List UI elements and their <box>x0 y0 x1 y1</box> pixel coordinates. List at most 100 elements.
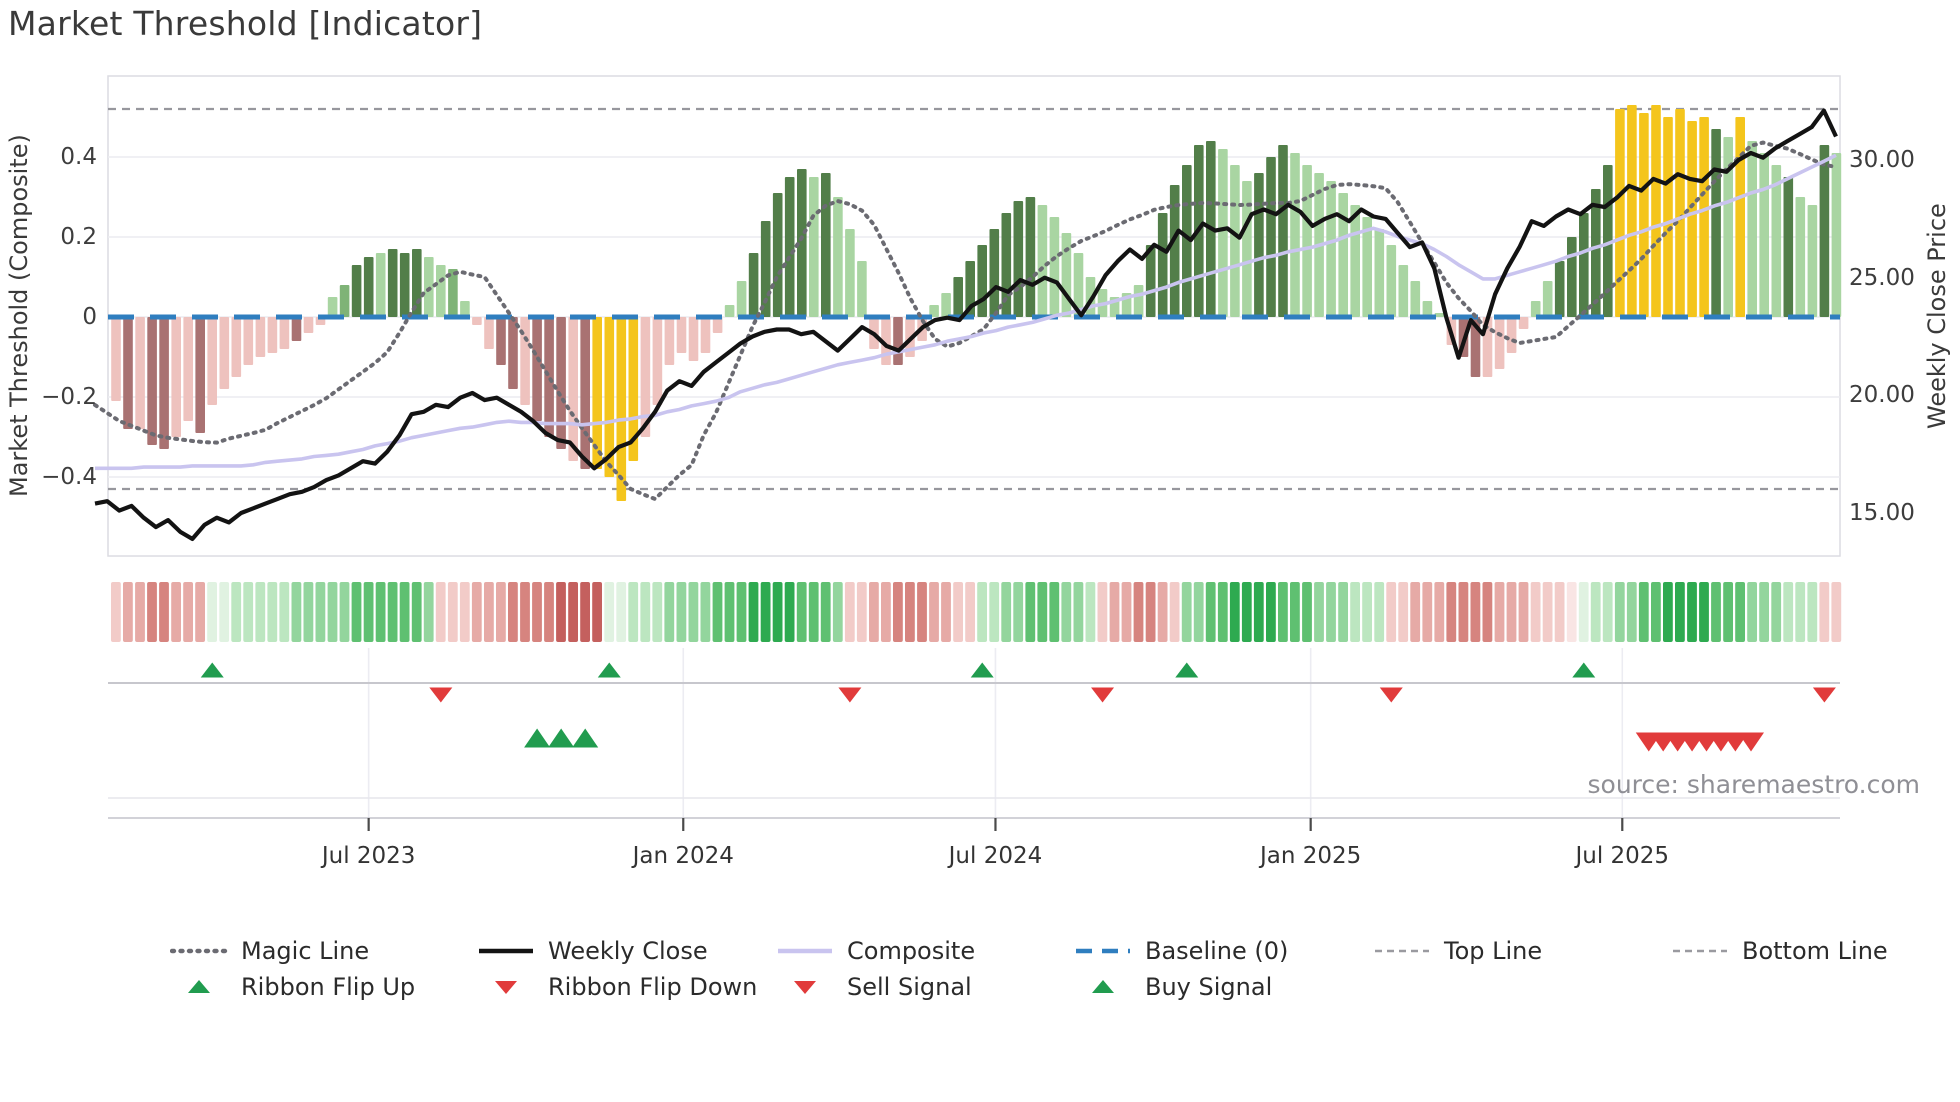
ribbon-cell <box>1217 582 1228 642</box>
histogram-bar <box>1506 317 1517 353</box>
histogram-bar <box>712 317 723 333</box>
ribbon-cell <box>796 582 807 642</box>
ribbon-cell <box>1554 582 1565 642</box>
histogram-bar <box>1795 197 1806 317</box>
ribbon-cell <box>748 582 759 642</box>
histogram-bar <box>1266 157 1276 317</box>
histogram-bar <box>1470 317 1481 377</box>
ribbon-cell <box>1518 582 1529 642</box>
ribbon-cell <box>1290 582 1300 642</box>
ribbon-cell <box>1614 582 1625 642</box>
ribbon-flip-up-marker <box>200 662 224 678</box>
histogram-bar <box>941 293 951 317</box>
ribbon-cell <box>363 582 374 642</box>
histogram-bar <box>1025 197 1036 317</box>
histogram-bar <box>1037 205 1048 317</box>
histogram-bar <box>171 317 181 437</box>
ribbon-cell <box>1037 582 1048 642</box>
ribbon-cell <box>652 582 663 642</box>
ribbon-cell <box>1675 582 1685 642</box>
ribbon-cell <box>183 582 193 642</box>
ribbon-cell <box>1711 582 1721 642</box>
weekly-close-line <box>94 108 1838 541</box>
buy-signal-marker <box>572 728 599 748</box>
histogram-bar <box>1747 141 1757 317</box>
histogram-bar <box>219 317 230 389</box>
ribbon-flip-up-marker <box>970 662 994 678</box>
histogram-bar <box>1494 317 1505 369</box>
composite-line <box>95 153 1837 471</box>
histogram-bar <box>1410 281 1421 317</box>
ribbon-cell <box>664 582 675 642</box>
ribbon-cell <box>279 582 290 642</box>
histogram-bar <box>784 177 795 317</box>
ribbon-cell <box>1181 582 1192 642</box>
ribbon-cell <box>1470 582 1481 642</box>
histogram-bar <box>772 193 783 317</box>
histogram-bar <box>1278 145 1288 317</box>
histogram-bar <box>833 197 843 317</box>
histogram-bar <box>255 317 266 357</box>
ribbon-cell <box>1807 582 1818 642</box>
ribbon-cell <box>1723 582 1733 642</box>
ribbon-cell <box>929 582 939 642</box>
ribbon-cell <box>592 582 602 642</box>
histogram-bar <box>1735 117 1745 317</box>
ribbon-cell <box>1602 582 1613 642</box>
left-tick-label: −0.4 <box>41 464 97 490</box>
ribbon-cell <box>1590 582 1601 642</box>
histogram-bar <box>580 317 590 469</box>
ribbon-cell <box>844 582 855 642</box>
ribbon-cell <box>941 582 951 642</box>
ribbon-cell <box>1578 582 1589 642</box>
ribbon-cell <box>1735 582 1745 642</box>
ribbon-cell <box>267 582 278 642</box>
buy-signal-marker <box>524 728 551 748</box>
histogram-bar <box>1759 153 1769 317</box>
histogram-bar <box>845 229 855 317</box>
ribbon-cell <box>159 582 169 642</box>
histogram-bar <box>1807 205 1818 317</box>
ribbon-cell <box>856 582 867 642</box>
ribbon-cell <box>1350 582 1360 642</box>
histogram-bar <box>231 317 242 377</box>
ribbon-cell <box>1193 582 1204 642</box>
ribbon-cell <box>700 582 711 642</box>
ribbon-cell <box>327 582 338 642</box>
ribbon-cell <box>712 582 723 642</box>
ribbon-cell <box>1241 582 1252 642</box>
histogram-bar <box>1615 109 1625 317</box>
histogram-bar <box>664 317 675 365</box>
ribbon-cell <box>1133 582 1144 642</box>
ribbon-cell <box>1145 582 1156 642</box>
ribbon-flip-down-marker <box>1812 687 1836 703</box>
right-tick-label: 30.00 <box>1849 147 1915 174</box>
ribbon-cell <box>604 582 615 642</box>
ribbon-flip-down-marker <box>429 687 453 703</box>
ribbon-cell <box>977 582 987 642</box>
histogram-bar <box>1374 229 1385 317</box>
histogram-bar <box>291 317 302 341</box>
histogram-bar <box>1675 109 1685 317</box>
ribbon-cell <box>1169 582 1180 642</box>
ribbon-cell <box>1013 582 1024 642</box>
histogram-bar <box>592 317 602 469</box>
ribbon-flip-up-marker <box>1175 662 1199 678</box>
histogram-bar <box>1386 245 1397 317</box>
histogram-bar <box>532 317 542 421</box>
ribbon-cell <box>772 582 783 642</box>
ribbon-cell <box>207 582 217 642</box>
x-tick-label: Jul 2024 <box>948 843 1043 869</box>
ribbon-cell <box>1001 582 1012 642</box>
ribbon-cell <box>111 582 121 642</box>
ribbon-flip-up-marker <box>1572 662 1596 678</box>
histogram-bar <box>448 269 458 317</box>
histogram-bar <box>628 317 639 461</box>
histogram-bar <box>1338 193 1348 317</box>
ribbon-cell <box>387 582 398 642</box>
ribbon-cell <box>953 582 963 642</box>
ribbon-cell <box>135 582 145 642</box>
ribbon-cell <box>1061 582 1072 642</box>
